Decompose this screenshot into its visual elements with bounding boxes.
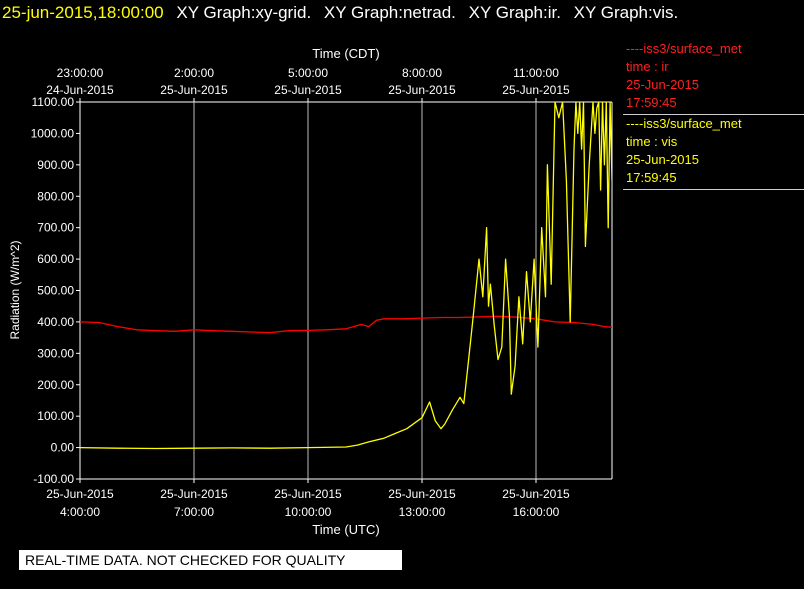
legend-item-vis[interactable]: ----iss3/surface_met time : vis 25-Jun-2… — [623, 115, 804, 190]
y-tick-label: 400.00 — [37, 315, 74, 329]
legend-ir-time: 17:59:45 — [626, 95, 677, 110]
header-graph-ir[interactable]: XY Graph:ir. — [468, 3, 561, 22]
bottom-tick-time: 16:00:00 — [513, 505, 560, 519]
top-tick-time: 23:00:00 — [57, 66, 104, 80]
y-axis-ticks: 1100.00 1000.00 900.00 800.00 700.00 600.00 50… — [31, 95, 80, 486]
legend-vis-time: 17:59:45 — [626, 170, 677, 185]
legend-ir-var: time : ir — [626, 59, 669, 74]
vis-series-line — [80, 102, 612, 450]
top-tick-date: 25-Jun-2015 — [160, 83, 228, 97]
bottom-tick-date: 25-Jun-2015 — [46, 487, 114, 501]
top-tick-date: 25-Jun-2015 — [274, 83, 342, 97]
legend-vis-name: ----iss3/surface_met — [626, 116, 742, 131]
bottom-tick-time: 7:00:00 — [174, 505, 214, 519]
top-tick-time: 2:00:00 — [174, 66, 214, 80]
top-tick-time: 8:00:00 — [402, 66, 442, 80]
bottom-tick-time: 10:00:00 — [285, 505, 332, 519]
legend: ----iss3/surface_met time : ir 25-Jun-20… — [623, 40, 804, 190]
bottom-tick-time: 4:00:00 — [60, 505, 100, 519]
top-tick-date: 25-Jun-2015 — [502, 83, 570, 97]
y-tick-label: 200.00 — [37, 378, 74, 392]
y-tick-label: 300.00 — [37, 346, 74, 360]
legend-ir-date: 25-Jun-2015 — [626, 77, 699, 92]
y-axis-title: Radiation (W/m^2) — [8, 241, 22, 340]
y-tick-label: -100.00 — [33, 472, 74, 486]
y-tick-label: 900.00 — [37, 158, 74, 172]
header-graph-xy-grid[interactable]: XY Graph:xy-grid. — [176, 3, 312, 22]
quality-warning-banner: REAL-TIME DATA. NOT CHECKED FOR QUALITY — [19, 550, 402, 570]
legend-vis-var: time : vis — [626, 134, 678, 149]
top-axis-ticks: 23:00:00 24-Jun-2015 2:00:00 25-Jun-2015 5:0… — [46, 66, 570, 102]
bottom-tick-date: 25-Jun-2015 — [388, 487, 456, 501]
y-tick-label: 100.00 — [37, 409, 74, 423]
x-axis-title: Time (UTC) — [312, 522, 379, 537]
y-tick-label: 600.00 — [37, 252, 74, 266]
legend-item-ir[interactable]: ----iss3/surface_met time : ir 25-Jun-20… — [623, 40, 804, 115]
bottom-tick-time: 13:00:00 — [399, 505, 446, 519]
top-axis-title: Time (CDT) — [312, 46, 379, 61]
bottom-tick-date: 25-Jun-2015 — [160, 487, 228, 501]
series-group — [80, 102, 612, 450]
bottom-tick-date: 25-Jun-2015 — [274, 487, 342, 501]
y-tick-label: 1000.00 — [31, 126, 75, 140]
y-tick-label: 1100.00 — [32, 95, 75, 109]
bottom-axis-ticks: 25-Jun-2015 4:00:00 25-Jun-2015 7:00:00 25-J… — [46, 479, 570, 519]
legend-ir-name: ----iss3/surface_met — [626, 41, 742, 56]
header-bar: 25-jun-2015,18:00:00 XY Graph:xy-grid. X… — [0, 3, 678, 25]
y-tick-label: 0.00 — [51, 441, 75, 455]
top-tick-time: 5:00:00 — [288, 66, 328, 80]
header-graph-vis[interactable]: XY Graph:vis. — [573, 3, 679, 22]
y-tick-label: 700.00 — [37, 221, 74, 235]
legend-vis-date: 25-Jun-2015 — [626, 152, 699, 167]
y-tick-label: 800.00 — [37, 189, 74, 203]
ir-series-line — [80, 315, 612, 334]
top-tick-date: 25-Jun-2015 — [388, 83, 456, 97]
top-tick-time: 11:00:00 — [513, 66, 559, 80]
top-tick-date: 24-Jun-2015 — [46, 83, 114, 97]
bottom-tick-date: 25-Jun-2015 — [502, 487, 570, 501]
header-graph-netrad[interactable]: XY Graph:netrad. — [323, 3, 456, 22]
vertical-grid — [193, 102, 537, 479]
y-tick-label: 500.00 — [37, 284, 74, 298]
header-datetime: 25-jun-2015,18:00:00 — [2, 3, 164, 22]
